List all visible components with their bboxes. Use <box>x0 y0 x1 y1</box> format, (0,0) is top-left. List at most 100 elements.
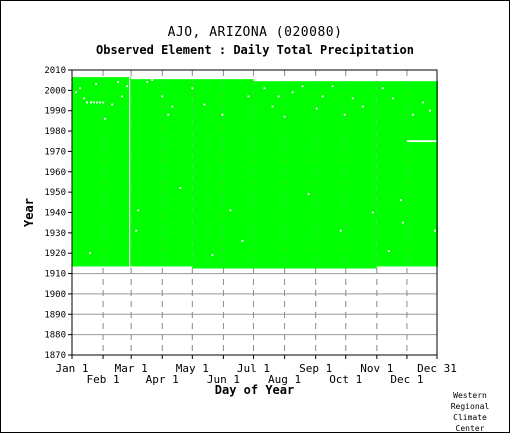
x-tick-label: Mar 1 <box>115 362 148 375</box>
y-axis-label: Year <box>22 198 36 227</box>
x-axis-label: Day of Year <box>215 383 294 397</box>
missing-day <box>391 97 394 100</box>
missing-day <box>221 113 224 116</box>
missing-day <box>102 101 105 104</box>
data-coverage <box>72 77 439 269</box>
x-tick-label: Sep 1 <box>299 362 332 375</box>
missing-day <box>277 95 280 98</box>
y-tick-label: 1930 <box>44 229 66 239</box>
chart-subtitle: Observed Element : Daily Total Precipita… <box>96 43 414 57</box>
y-tick-label: 1950 <box>44 188 66 198</box>
chart-title: AJO, ARIZONA (020080) <box>167 25 343 40</box>
missing-day <box>343 113 346 116</box>
x-tick-label: Aug 1 <box>268 373 301 386</box>
missing-day <box>301 85 304 88</box>
missing-day <box>433 229 436 232</box>
grid-overlay <box>102 70 408 355</box>
missing-day <box>75 91 78 94</box>
x-tick-label: Feb 1 <box>87 373 120 386</box>
missing-day <box>263 87 266 90</box>
missing-day <box>241 239 244 242</box>
missing-day <box>331 85 334 88</box>
missing-day <box>271 105 274 108</box>
missing-day <box>79 87 82 90</box>
missing-day <box>135 229 138 232</box>
missing-day <box>401 221 404 224</box>
missing-day <box>89 252 92 255</box>
coverage-block <box>131 79 193 267</box>
x-tick-label: Dec 1 <box>390 373 423 386</box>
missing-day <box>339 229 342 232</box>
y-tick-label: 2000 <box>44 86 66 96</box>
missing-data <box>75 77 437 267</box>
missing-day <box>315 107 318 110</box>
y-tick-label: 1990 <box>44 107 66 117</box>
missing-day <box>421 101 424 104</box>
y-tick-label: 1900 <box>44 290 66 300</box>
y-tick-label: 1880 <box>44 331 66 341</box>
missing-day <box>211 254 214 257</box>
x-tick-label: Nov 1 <box>360 362 393 375</box>
y-tick-label: 2010 <box>44 66 66 76</box>
missing-day <box>117 81 120 84</box>
y-axis: 1870 1880 1890 1900 1910 1920 1930 1940 1950 1960… <box>44 66 72 361</box>
y-tick-label: 1980 <box>44 127 66 137</box>
missing-day <box>137 209 140 212</box>
x-tick-label: Oct 1 <box>329 373 362 386</box>
missing-day <box>83 97 86 100</box>
y-tick-label: 1940 <box>44 209 66 219</box>
missing-day <box>151 79 154 81</box>
x-tick-label: Jan 1 <box>55 362 88 375</box>
missing-day <box>229 209 232 212</box>
missing-day <box>321 95 324 98</box>
missing-day <box>167 113 170 116</box>
y-tick-label: 1960 <box>44 168 66 178</box>
x-tick-label: Jul 1 <box>237 362 270 375</box>
missing-day <box>146 81 149 84</box>
missing-day <box>161 95 164 98</box>
missing-day <box>381 87 384 90</box>
missing-day <box>171 105 174 108</box>
missing-day <box>371 211 374 214</box>
coverage-block <box>253 81 377 269</box>
coverage-block <box>376 81 439 267</box>
missing-day <box>387 250 390 252</box>
missing-day <box>399 199 402 202</box>
x-tick-label: May 1 <box>176 362 209 375</box>
missing-day <box>203 103 206 106</box>
missing-day <box>428 109 431 112</box>
coverage-block <box>72 77 132 267</box>
missing-day <box>93 101 96 104</box>
missing-day <box>283 115 286 118</box>
missing-day <box>104 117 107 120</box>
missing-column <box>129 77 131 267</box>
missing-day <box>179 187 182 189</box>
missing-day <box>351 97 354 100</box>
x-tick-label: Jun 1 <box>207 373 240 386</box>
credit-text: Western Regional Climate Center <box>450 391 490 433</box>
missing-day <box>247 95 250 98</box>
missing-day <box>95 83 98 86</box>
missing-day <box>307 193 310 195</box>
missing-day <box>191 87 194 90</box>
missing-day <box>411 113 414 116</box>
coverage-block <box>192 79 254 269</box>
missing-day <box>111 103 114 106</box>
missing-day <box>361 105 364 108</box>
missing-day <box>99 101 102 104</box>
y-tick-label: 1870 <box>44 351 66 361</box>
y-tick-label: 1920 <box>44 249 66 259</box>
x-tick-label: Dec 31 <box>417 362 457 375</box>
y-tick-label: 1970 <box>44 147 66 157</box>
y-tick-label: 1890 <box>44 310 66 320</box>
missing-day <box>291 91 294 94</box>
missing-day <box>90 101 93 104</box>
missing-day <box>126 85 129 88</box>
missing-day <box>121 95 124 98</box>
y-tick-label: 1910 <box>44 270 66 280</box>
missing-day <box>86 101 89 104</box>
missing-day <box>96 101 99 104</box>
missing-run <box>406 140 437 143</box>
